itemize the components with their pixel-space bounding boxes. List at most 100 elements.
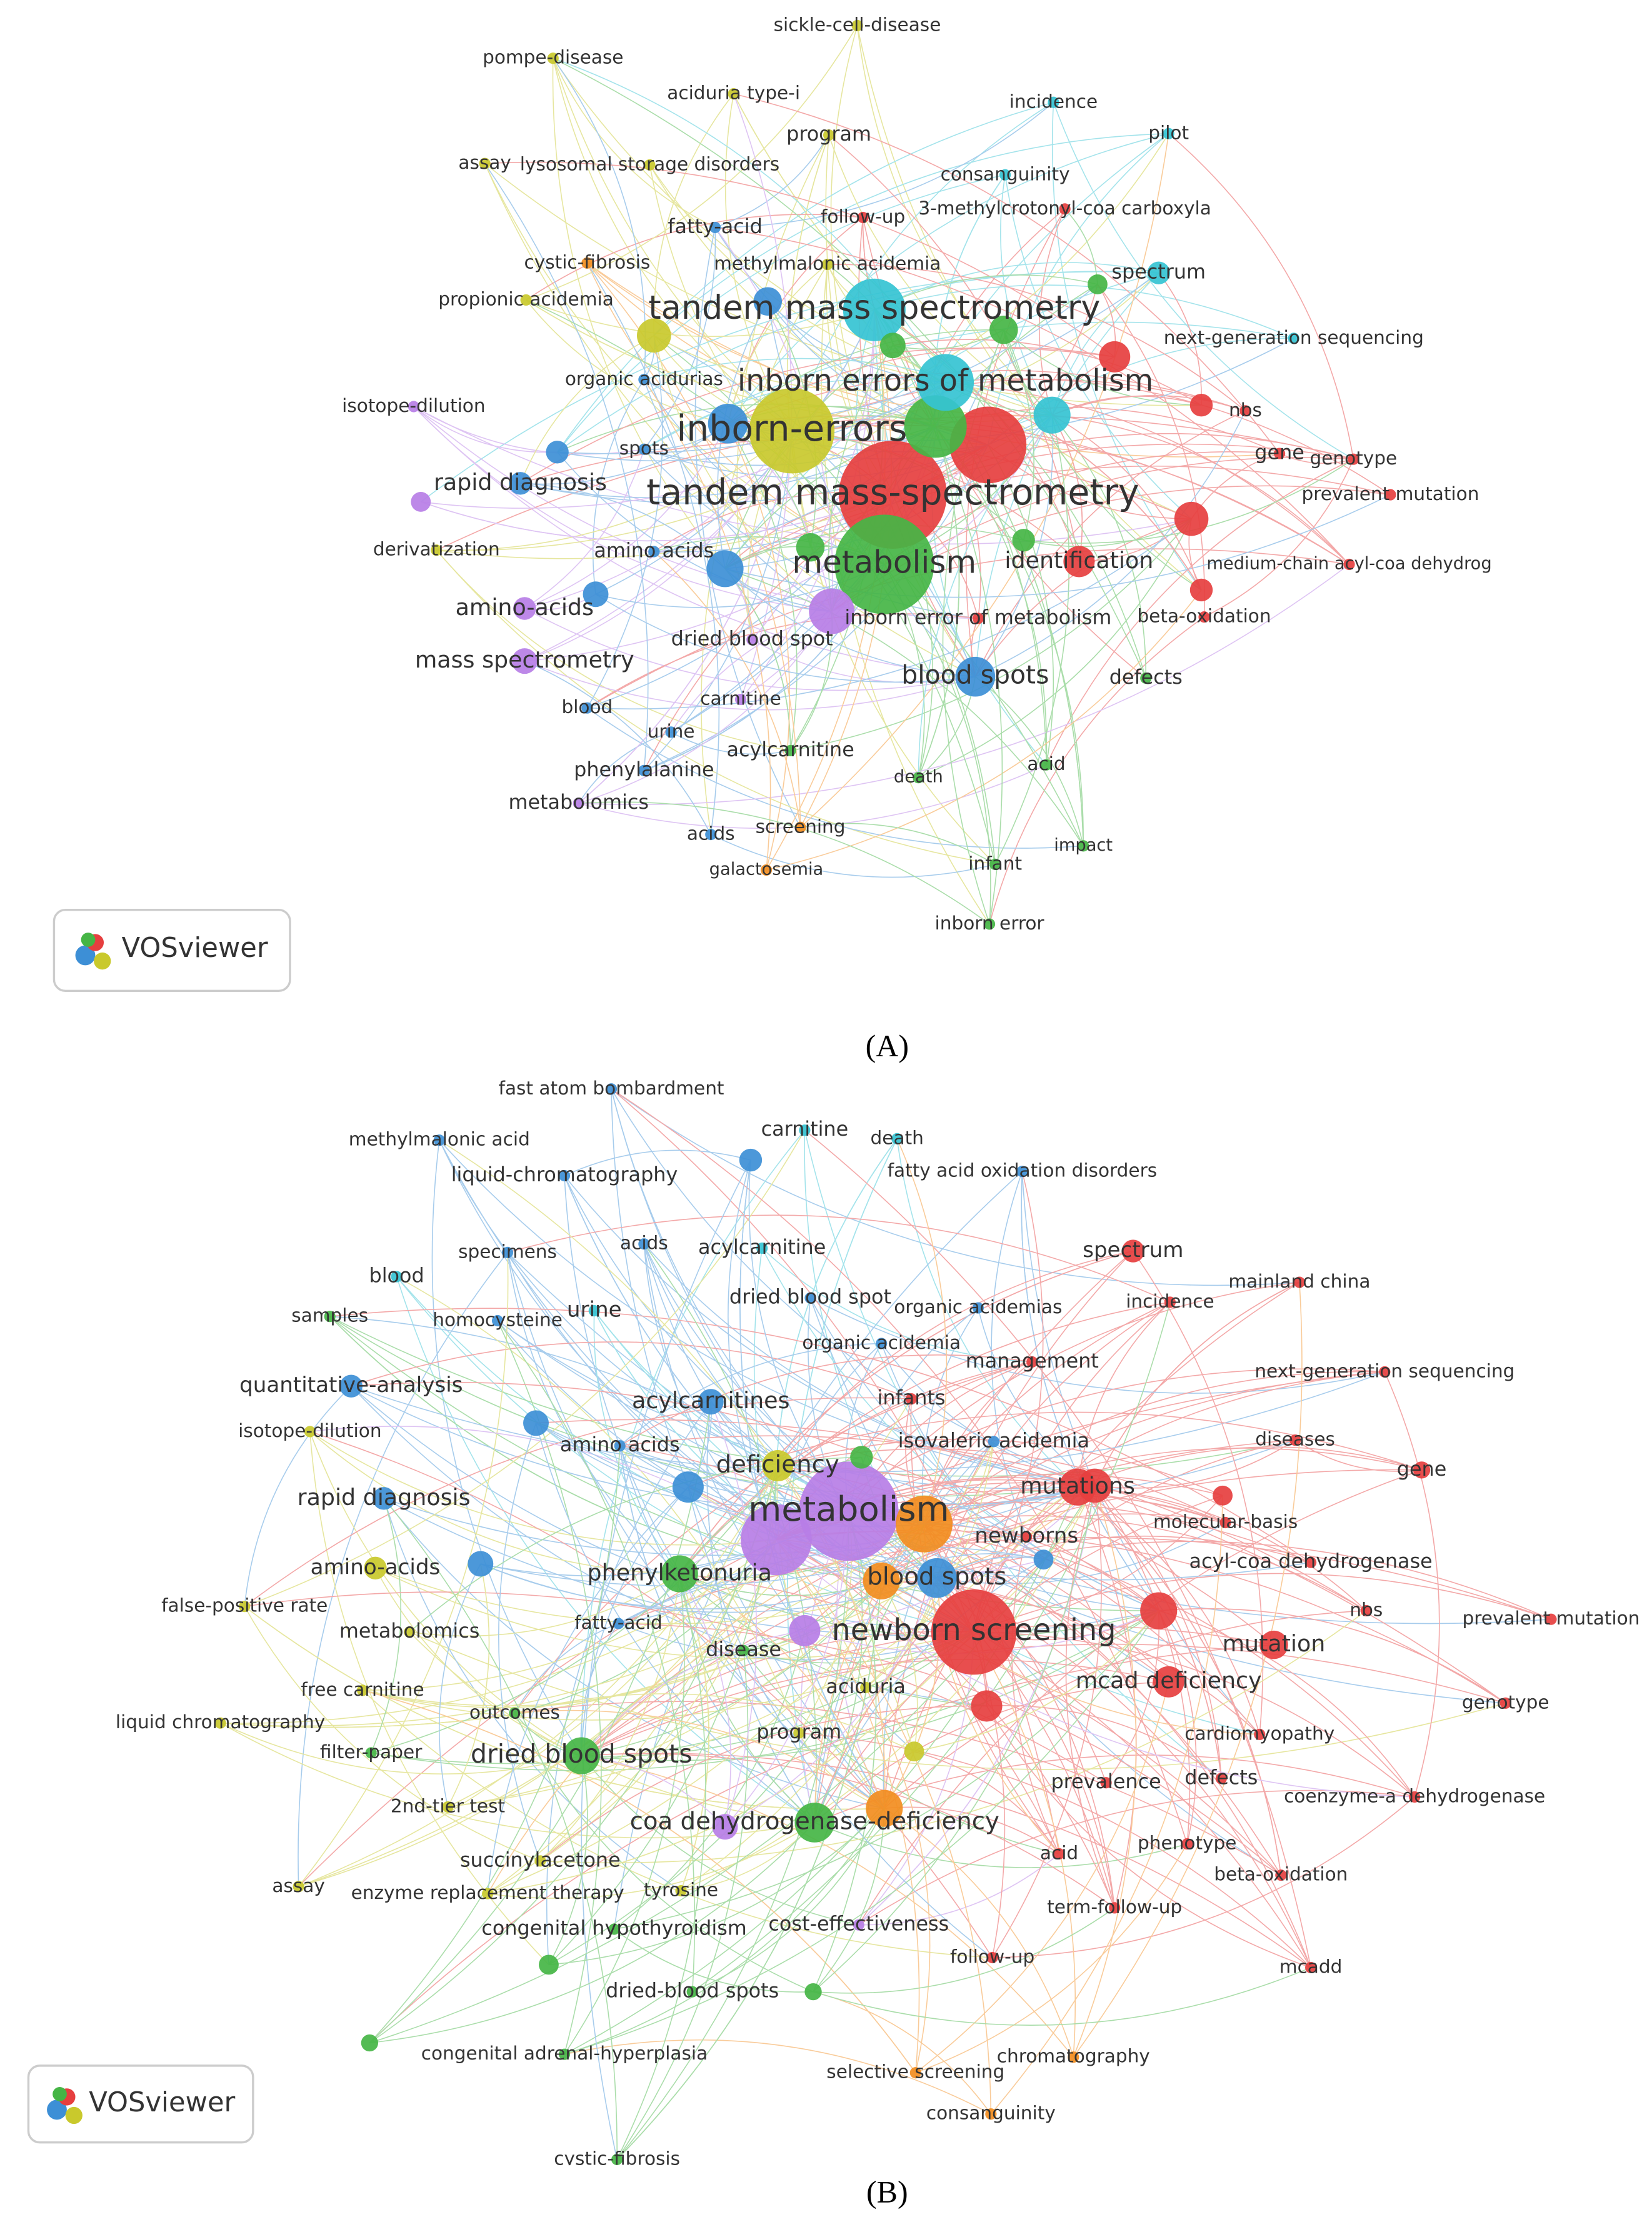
edge	[613, 1171, 1023, 1929]
edge	[644, 444, 989, 479]
edge	[724, 568, 791, 751]
node-label: specimens	[458, 1241, 557, 1262]
network-a: sickle-cell-disease pompe-disease aciduria…	[342, 14, 1492, 933]
node-label: genotype	[1309, 448, 1397, 469]
node-label: cystic-fibrosis	[554, 2148, 680, 2169]
edge	[974, 410, 1246, 678]
node	[804, 1292, 816, 1304]
edge	[298, 1252, 509, 1887]
node	[989, 858, 1001, 871]
edge	[881, 1343, 1169, 1683]
edge	[1046, 458, 1354, 766]
edge	[814, 1559, 1044, 1823]
edge	[881, 1536, 1027, 1581]
node-label: isovaleric acidemia	[898, 1428, 1089, 1452]
edge	[351, 1381, 1159, 1611]
edge	[733, 93, 1192, 519]
node	[706, 550, 744, 588]
edge	[724, 426, 936, 569]
edge	[679, 1301, 1171, 1574]
edge	[814, 1485, 1095, 1823]
node-label: infant	[968, 853, 1022, 874]
node	[468, 1551, 494, 1577]
edge	[586, 708, 1084, 849]
node	[482, 1888, 494, 1899]
node-label: samples	[291, 1305, 368, 1326]
node	[534, 1855, 546, 1867]
edge	[1051, 102, 1202, 591]
edge	[776, 1539, 992, 2114]
node-label: amino-acids	[456, 594, 594, 621]
edge	[581, 1755, 859, 1926]
edge	[679, 1361, 1033, 1574]
edge	[688, 1486, 993, 1958]
logo-text: VOSviewer	[89, 2087, 235, 2118]
edge	[578, 431, 793, 804]
node-label: phenylketonuria	[588, 1559, 772, 1586]
edge	[586, 548, 1349, 709]
edge	[724, 465, 1391, 569]
edge	[1065, 1485, 1115, 1908]
edge	[653, 335, 946, 391]
node	[1147, 261, 1170, 284]
edge	[619, 1445, 885, 1809]
node	[739, 1148, 763, 1172]
edge	[644, 444, 989, 771]
edge	[974, 1631, 1415, 1798]
node	[1153, 1666, 1184, 1698]
logo-a: VOSviewer	[53, 908, 291, 993]
node	[876, 1338, 888, 1349]
node-label: acylcarnitine	[726, 738, 854, 761]
node	[1305, 1556, 1317, 1568]
node	[433, 1134, 445, 1146]
edge	[986, 1705, 1222, 1779]
node	[613, 1618, 624, 1629]
edge	[679, 1523, 924, 1579]
node	[644, 159, 656, 171]
edge	[1294, 1439, 1422, 1472]
edge	[679, 1573, 731, 1827]
edge	[881, 1486, 1078, 1581]
edge	[351, 1386, 987, 1707]
edge	[1051, 273, 1159, 416]
node-label: dried blood spot	[729, 1285, 891, 1309]
node-label: incidence	[1009, 91, 1098, 112]
edge	[974, 273, 1159, 677]
edge	[733, 93, 1192, 519]
edge	[535, 1423, 815, 1823]
edge	[914, 1751, 1060, 1854]
edge	[396, 1276, 800, 1733]
edge	[988, 133, 1169, 446]
node	[857, 211, 869, 224]
node	[1016, 1166, 1028, 1178]
node-label: cost-effectiveness	[768, 1912, 949, 1936]
edge	[924, 1523, 1311, 1968]
edge	[614, 1610, 1159, 1930]
edge	[1094, 1485, 1191, 1844]
edge	[586, 263, 720, 835]
edge	[679, 1573, 815, 1823]
edge	[804, 1129, 1311, 1968]
node-label: derivatization	[373, 539, 500, 560]
node-label: management	[966, 1349, 1099, 1373]
node	[796, 533, 825, 562]
node-label: consanguinity	[926, 2103, 1056, 2124]
edge	[896, 1138, 948, 1524]
edge	[945, 382, 1202, 591]
edge	[497, 1320, 696, 1992]
edge	[536, 1419, 1506, 1704]
edge	[436, 549, 996, 865]
edge	[371, 1631, 974, 1764]
edge	[581, 1129, 805, 1756]
node-label: blood	[369, 1264, 424, 1288]
edge	[383, 1498, 884, 1809]
node-label: acyl-coa dehydrogenase	[1189, 1549, 1432, 1573]
edge	[329, 1316, 1296, 1477]
node-label: acylcarnitine	[698, 1235, 826, 1259]
edge	[375, 1568, 974, 1659]
edge	[619, 1439, 1296, 1504]
edge	[578, 431, 793, 804]
edge	[848, 1511, 1116, 1908]
edge	[1078, 1486, 1367, 1611]
node	[1012, 529, 1035, 552]
